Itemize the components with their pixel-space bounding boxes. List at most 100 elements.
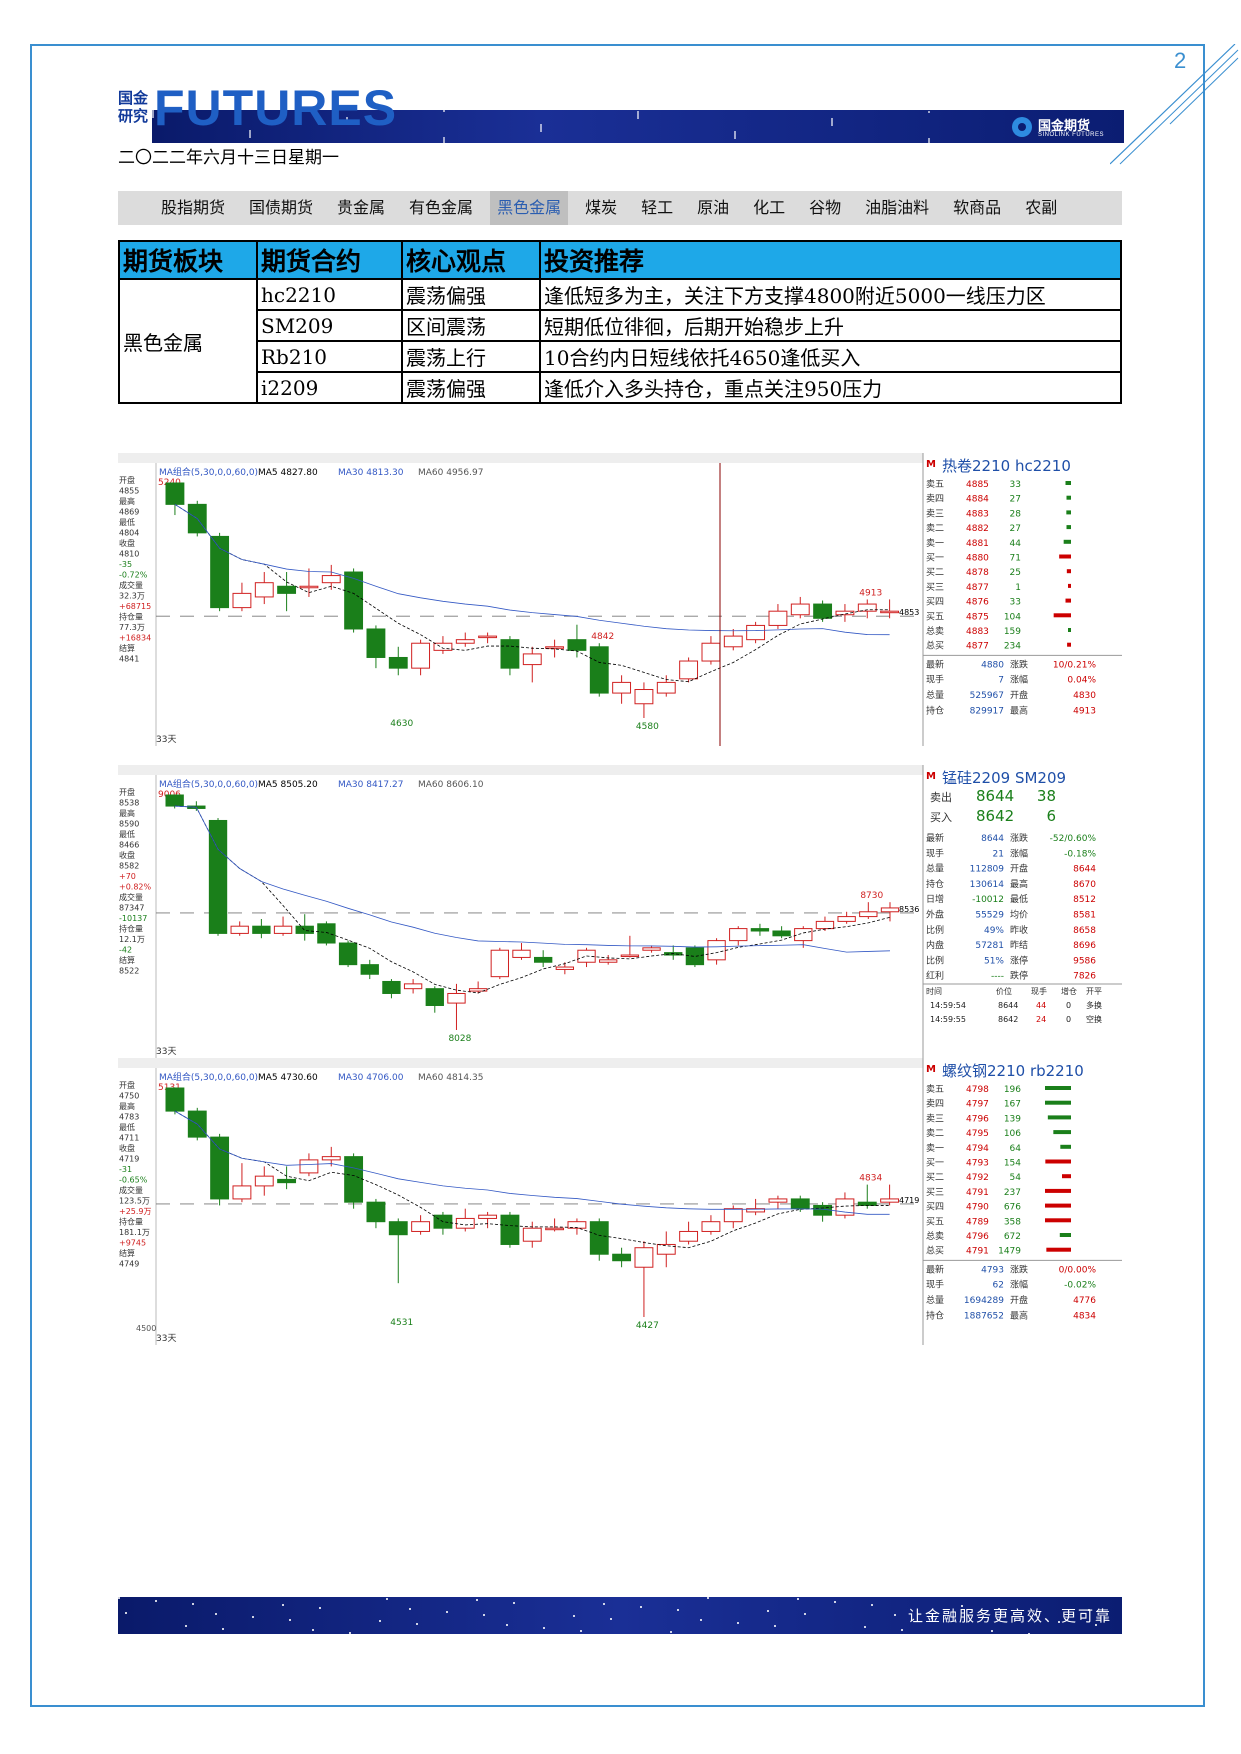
- stat-value: 0/0.00%: [1059, 1265, 1097, 1275]
- stat-value: 55529: [975, 911, 1004, 921]
- candle-body: [321, 575, 341, 584]
- quote-price: 4880: [966, 554, 989, 564]
- left-axis-text: 4855: [119, 487, 139, 496]
- candle-body: [589, 1221, 609, 1255]
- high-label: 4842: [591, 632, 614, 642]
- quote-price: 8644: [976, 787, 1014, 805]
- quote-title: 热卷2210 hc2210: [942, 457, 1071, 475]
- tab-3[interactable]: 有色金属: [409, 198, 474, 217]
- view-cell: 震荡上行: [401, 340, 541, 373]
- quote-side: 卖一: [926, 538, 944, 549]
- stat-value: 4776: [1073, 1296, 1096, 1306]
- left-axis-text: 成交量: [119, 580, 143, 590]
- advice-cell: 短期低位徘徊，后期开始稳步上升: [539, 309, 1122, 342]
- tab-2[interactable]: 贵金属: [337, 198, 386, 217]
- quote-bar: [1053, 613, 1071, 618]
- ma30-line: [174, 1110, 890, 1215]
- stat-value: 130614: [970, 880, 1005, 890]
- stat-value: 4830: [1073, 691, 1096, 701]
- stat-value: 525967: [970, 691, 1004, 701]
- quote-vol: 27: [1010, 524, 1021, 534]
- candle-body: [403, 983, 423, 990]
- advice-cell: 逢低介入多头持仓，重点关注950压力: [539, 371, 1122, 404]
- left-axis-text: -31: [119, 1165, 132, 1174]
- tab-8[interactable]: 化工: [753, 198, 786, 217]
- tab-11[interactable]: 软商品: [953, 198, 1002, 217]
- view-table: 期货板块 期货合约 核心观点 投资推荐 黑色金属 hc2210 震荡偏强 逢低短多为主…: [118, 240, 1122, 404]
- candle-body: [567, 639, 587, 651]
- page-number: 2: [1174, 48, 1187, 73]
- quote-side: 买三: [926, 582, 944, 593]
- left-axis-text: +0.82%: [119, 883, 152, 892]
- ticks-header: 时间: [926, 986, 942, 996]
- tab-5[interactable]: 煤炭: [585, 198, 618, 217]
- quote-price: 4794: [966, 1144, 989, 1154]
- candle-body: [701, 642, 721, 662]
- stat-value: 1887652: [964, 1311, 1004, 1321]
- stat-label: 现手: [926, 1279, 944, 1291]
- tick-cell: 0: [1066, 1015, 1071, 1024]
- left-axis-text: -42: [119, 946, 132, 955]
- quote-side: 卖五: [926, 1084, 944, 1095]
- candle-body: [344, 571, 364, 630]
- left-axis-text: 收盘: [119, 538, 135, 548]
- quote-vol: 154: [1004, 1159, 1021, 1169]
- left-axis-text: 4749: [119, 1260, 139, 1269]
- ma-label: MA30 4813.30: [338, 468, 404, 478]
- tab-10[interactable]: 油脂油料: [865, 198, 930, 217]
- advice-cell: 10合约内日短线依托4650逢低买入: [539, 340, 1122, 373]
- stat-value: 21: [993, 849, 1004, 859]
- candle-body: [880, 1198, 900, 1203]
- left-axis-text: 收盘: [119, 850, 135, 860]
- sector-tabs: 股指期货 国债期货 贵金属 有色金属 黑色金属 煤炭 轻工 原油 化工 谷物 油脂油料 软商品 农副: [118, 191, 1122, 225]
- table-row: i2209 震荡偏强 逢低介入多头持仓，重点关注950压力: [119, 371, 1122, 404]
- left-axis-text: 最高: [119, 496, 135, 506]
- corp-logo-icon: [1012, 117, 1032, 137]
- tab-1[interactable]: 国债期货: [249, 198, 314, 217]
- table-row: Rb210 震荡上行 10合约内日短线依托4650逢低买入: [119, 340, 1122, 373]
- stat-value: ----: [991, 972, 1004, 982]
- chart-bg: [118, 453, 1122, 746]
- ma-label: MA30 4706.00: [338, 1073, 404, 1083]
- candle-body: [746, 1208, 766, 1213]
- candle-body: [468, 988, 488, 992]
- tab-9[interactable]: 谷物: [809, 198, 842, 217]
- ma-label: MA5 4827.80: [258, 468, 318, 478]
- quote-side: 卖五: [926, 479, 944, 490]
- brand-cn: 国金 研究: [118, 89, 149, 125]
- quote-price: 4797: [966, 1100, 989, 1110]
- stat-value: 4834: [1073, 1311, 1096, 1321]
- contract-cell: Rb210: [256, 340, 403, 373]
- tab-0[interactable]: 股指期货: [161, 198, 226, 217]
- chart-bg: [118, 765, 1122, 1058]
- candle-body: [837, 916, 856, 922]
- candle-body: [411, 1221, 431, 1232]
- tick-cell: 0: [1066, 1001, 1071, 1010]
- right-axis-label: 4853: [899, 608, 919, 617]
- left-axis-text: 最高: [119, 808, 135, 818]
- candle-body: [299, 1159, 319, 1174]
- tab-7[interactable]: 原油: [697, 198, 730, 217]
- left-axis-text: 最低: [119, 1122, 135, 1132]
- quote-price: 4877: [966, 583, 989, 593]
- tab-4[interactable]: 黑色金属: [490, 191, 569, 225]
- left-axis-text: 4804: [119, 529, 139, 538]
- left-axis-text: +9745: [119, 1239, 146, 1248]
- quote-bar: [1065, 598, 1071, 603]
- candle-body: [490, 949, 509, 978]
- stat-value: 8670: [1073, 880, 1096, 890]
- candle-body: [447, 992, 466, 1004]
- left-axis-text: 4719: [119, 1155, 139, 1164]
- left-axis-text: +25.9万: [119, 1207, 152, 1216]
- ma-combo-label: MA组合(5,30,0,0,60,0): [159, 778, 258, 790]
- quote-side: 卖四: [926, 494, 944, 505]
- corp-name: 国金期货: [1038, 119, 1091, 134]
- stat-label: 比例: [926, 954, 944, 966]
- sector-cell: 黑色金属: [118, 278, 258, 404]
- contract-cell: SM209: [256, 309, 403, 342]
- left-axis-text: 4750: [119, 1092, 139, 1101]
- tab-6[interactable]: 轻工: [641, 198, 674, 217]
- tab-12[interactable]: 农副: [1025, 198, 1058, 217]
- quote-price: 4883: [966, 627, 989, 637]
- quote-vol: 167: [1004, 1100, 1021, 1110]
